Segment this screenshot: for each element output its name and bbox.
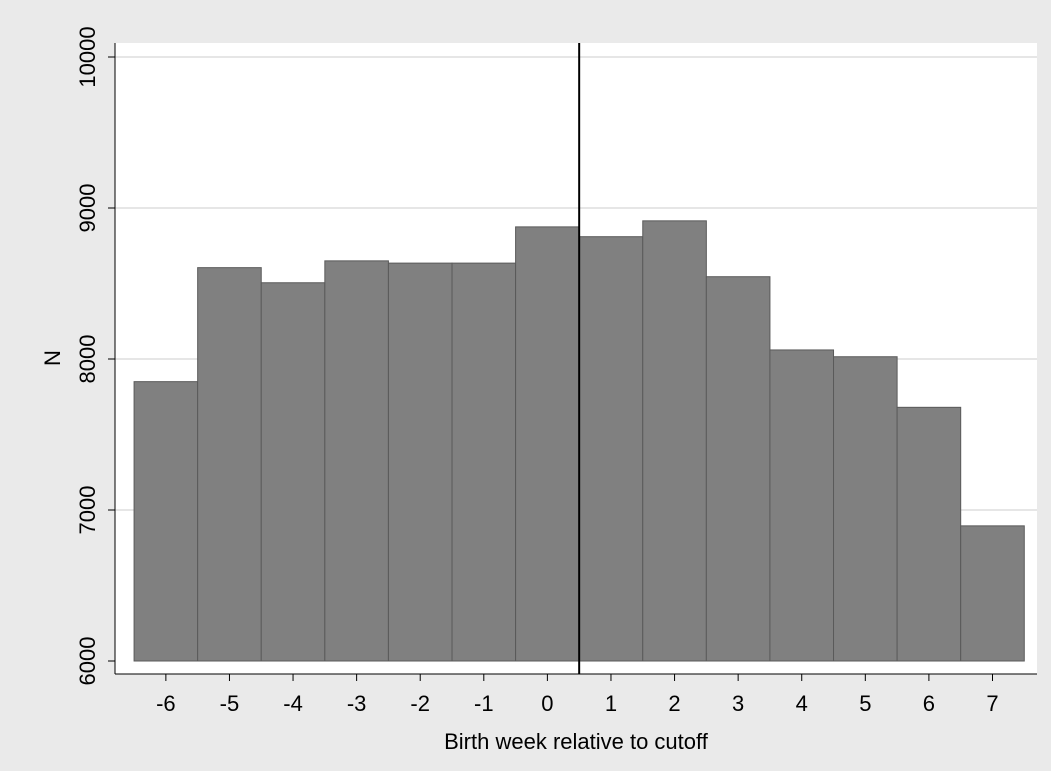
bar-week--1 xyxy=(451,262,517,662)
bars xyxy=(133,220,1025,662)
axes xyxy=(108,43,1037,681)
x-tick-label: 6 xyxy=(923,691,935,716)
y-tick-label: 10000 xyxy=(75,26,100,87)
bar-week--3 xyxy=(324,260,389,662)
x-tick-label: -2 xyxy=(410,691,430,716)
tick-labels: 6000 7000 8000 9000 10000 -6 -5 -4 -3 -2 -1 0 1 2 3 4 5 6… xyxy=(75,26,999,716)
bar-week-5 xyxy=(833,356,898,662)
x-tick-label: -5 xyxy=(220,691,240,716)
bar-week-7 xyxy=(960,525,1025,662)
x-tick-label: 5 xyxy=(859,691,871,716)
y-tick-label: 6000 xyxy=(75,637,100,686)
x-tick-label: -1 xyxy=(474,691,494,716)
bar-week--5 xyxy=(197,267,262,662)
y-tick-label: 9000 xyxy=(75,184,100,233)
x-tick-label: -6 xyxy=(156,691,176,716)
bar-week--2 xyxy=(387,262,453,662)
y-axis-label: N xyxy=(40,350,65,366)
bar-week-4 xyxy=(769,349,835,662)
x-tick-label: 0 xyxy=(541,691,553,716)
y-tick-label: 7000 xyxy=(75,486,100,535)
bar-week-3 xyxy=(705,276,771,662)
x-tick-label: 7 xyxy=(986,691,998,716)
bar-week-6 xyxy=(896,406,962,662)
x-tick-label: -4 xyxy=(283,691,303,716)
x-tick-label: 4 xyxy=(796,691,808,716)
bar-week-1 xyxy=(578,236,644,662)
y-tick-label: 8000 xyxy=(75,335,100,384)
x-axis-label: Birth week relative to cutoff xyxy=(444,729,709,754)
bar-week--4 xyxy=(260,282,326,662)
x-tick-label: -3 xyxy=(347,691,367,716)
bar-week-0 xyxy=(515,226,580,662)
bar-week-2 xyxy=(642,220,707,662)
x-tick-label: 2 xyxy=(668,691,680,716)
x-tick-label: 3 xyxy=(732,691,744,716)
bar-week--6 xyxy=(133,381,199,662)
x-tick-label: 1 xyxy=(605,691,617,716)
